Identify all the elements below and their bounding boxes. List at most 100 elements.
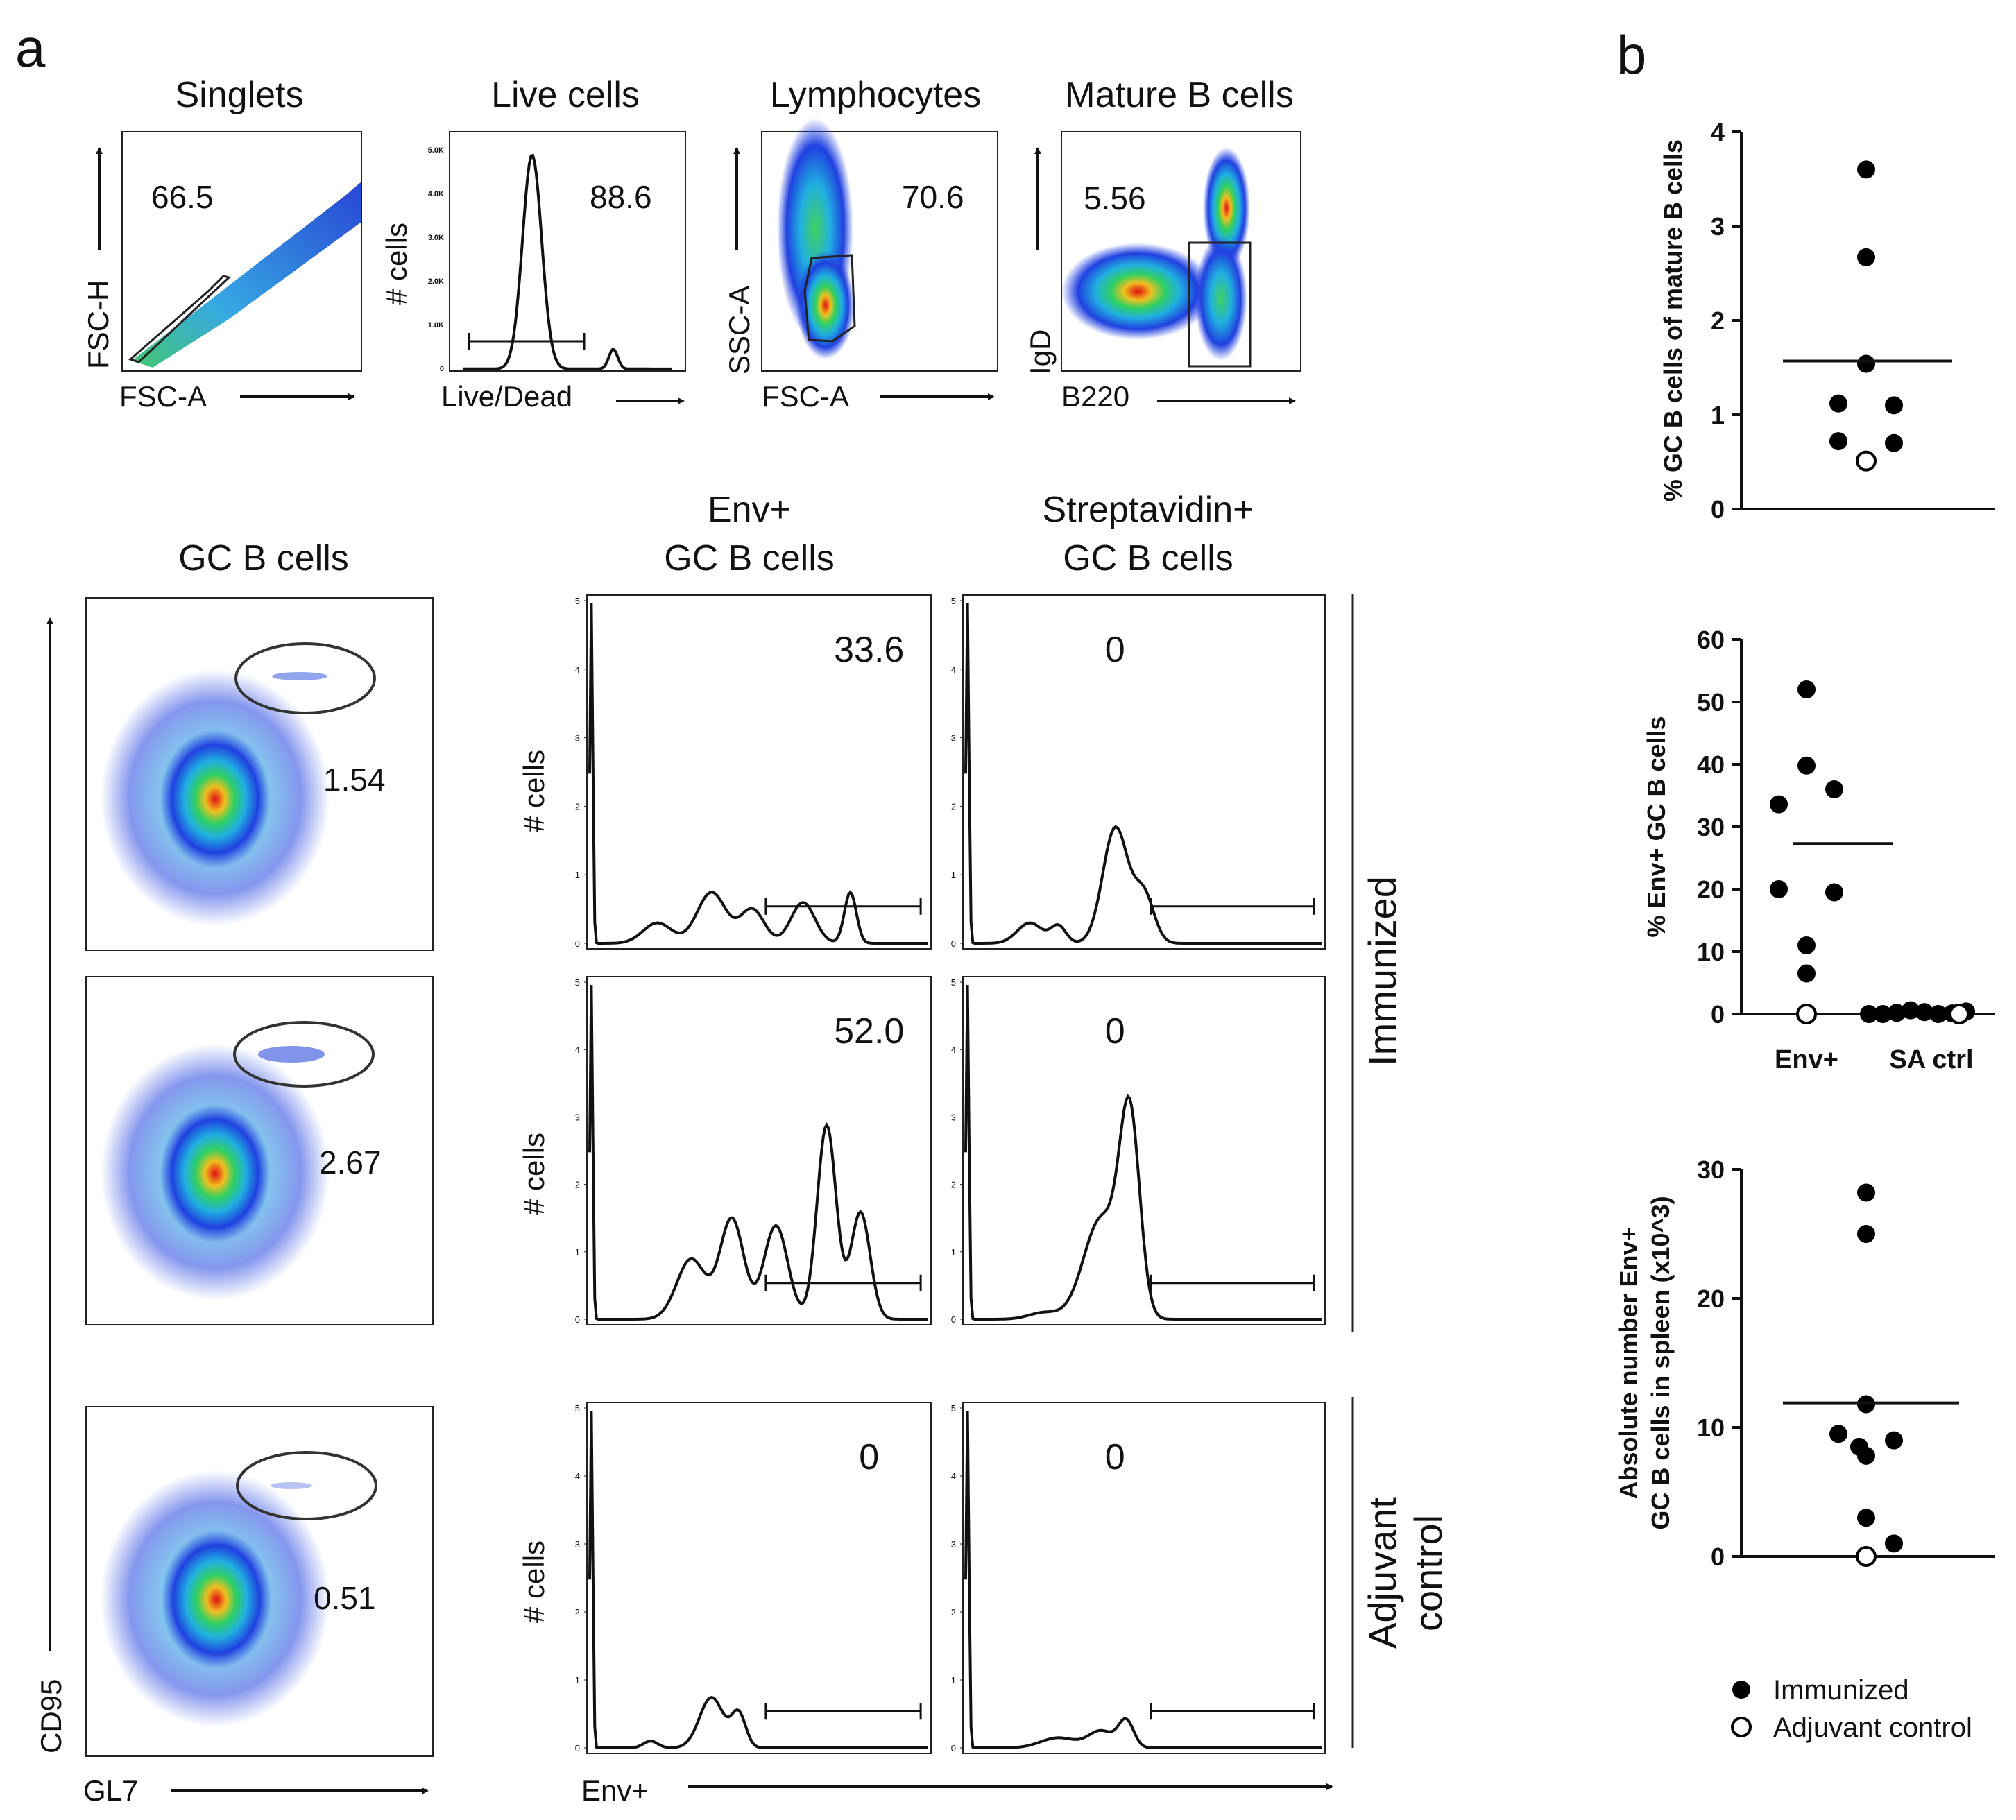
hist-y-tick: 2 (575, 1180, 580, 1190)
hist-y-tick: 2 (575, 1607, 580, 1617)
gc-2-density (160, 1104, 271, 1243)
hist-y-tick: 2 (575, 801, 580, 812)
point-sa-adjuvant (1949, 1004, 1970, 1024)
live-percent: 88.6 (590, 179, 652, 215)
live-histogram-curve (463, 153, 672, 370)
gc-3-gate (236, 1451, 377, 1520)
y-tick-label: 10 (1697, 1414, 1725, 1442)
hist-y-tick: 4 (951, 664, 956, 675)
hist-frame-r3-c2 (962, 1402, 1326, 1754)
point-immunized (1885, 1431, 1903, 1450)
hist-3-y-label: # cells (518, 1540, 550, 1623)
gc-2-percent: 2.67 (319, 1144, 382, 1181)
y-tick-label: 4 (1711, 118, 1725, 146)
mature-x-label: B220 (1061, 380, 1129, 413)
y-tick-label: 40 (1697, 750, 1725, 779)
gc-x-label: GL7 (83, 1774, 138, 1807)
point-env-immunized (1770, 795, 1788, 814)
legend-immunized-label: Immunized (1773, 1675, 1909, 1706)
legend-adjuvant-label: Adjuvant control (1773, 1712, 1972, 1743)
y-tick-label: 50 (1697, 688, 1725, 716)
point-sa-immunized (1929, 1005, 1947, 1023)
env-percent-r3: 0 (859, 1437, 879, 1477)
hist-y-tick: 3 (951, 733, 956, 744)
sa-percent-r1: 0 (1105, 630, 1125, 670)
live-plot-frame (449, 131, 686, 372)
hist-y-tick: 2 (951, 1607, 956, 1617)
gc-3-gate-events (271, 1482, 312, 1489)
y-tick-label: 3 (1711, 212, 1725, 241)
point-immunized (1829, 1425, 1847, 1443)
y-tick-label: 30 (1697, 1156, 1725, 1184)
hist-y-tick: 4 (951, 1471, 956, 1482)
point-env-immunized (1797, 936, 1816, 954)
gc-plot-2: 2.67 (85, 976, 434, 1325)
y-tick-label: 20 (1697, 1285, 1725, 1313)
lymph-y-label: SSC-A (723, 286, 755, 375)
hist-y-tick: 1 (575, 1675, 580, 1685)
hist-frame-r1-c2 (962, 594, 1326, 950)
adjuvant-label-2: control (1406, 1515, 1450, 1631)
category-label: SA ctrl (1889, 1045, 1973, 1074)
hist-y-tick: 0 (951, 1743, 956, 1753)
sa-percent-r2: 0 (1105, 1011, 1125, 1051)
point-adjuvant (1856, 450, 1877, 472)
hist-y-tick: 0 (951, 1314, 956, 1325)
live-y-tick-label: 5.0K (428, 146, 444, 155)
env-percent-r1: 33.6 (834, 630, 904, 670)
live-y-label: # cells (380, 223, 413, 305)
mature-density-left (1061, 243, 1214, 340)
point-env-immunized (1797, 680, 1816, 698)
hist-y-tick: 0 (951, 938, 956, 949)
panel-label-a: a (15, 17, 46, 78)
hist-y-tick: 3 (575, 1112, 580, 1122)
hist-y-tick: 5 (575, 1403, 580, 1414)
point-env-immunized (1770, 880, 1788, 898)
sa-col-title-2: GC B cells (1063, 538, 1233, 578)
point-immunized (1885, 396, 1903, 415)
live-y-tick-label: 0 (440, 365, 444, 373)
point-immunized (1857, 248, 1875, 266)
gc-3-percent: 0.51 (314, 1580, 376, 1616)
hist-frame-r3-c1 (586, 1402, 932, 1754)
point-immunized (1829, 394, 1847, 413)
hist-frame-r1-c1 (586, 594, 932, 950)
singlets-percent: 66.5 (151, 179, 214, 215)
category-label: Env+ (1775, 1045, 1838, 1074)
env-col-title-2: GC B cells (664, 538, 835, 578)
gc-3-density (161, 1530, 272, 1669)
hist-frame-r2-c2 (962, 976, 1326, 1325)
hist-y-tick: 0 (575, 1314, 580, 1325)
hist-x-label: Env+ (581, 1774, 649, 1807)
y-tick-label: 10 (1697, 938, 1725, 966)
hist-y-tick: 1 (951, 1675, 956, 1685)
y-tick-label: 0 (1711, 1543, 1725, 1571)
gc-title: GC B cells (178, 538, 349, 578)
point-immunized (1857, 1446, 1875, 1465)
gc-1-gate-events (272, 672, 327, 680)
hist-curve (588, 1410, 928, 1749)
point-sa-immunized (1888, 1004, 1906, 1022)
singlets-y-label: FSC-H (82, 280, 114, 369)
mature-density-bottom (1195, 236, 1247, 361)
point-env-immunized (1797, 756, 1816, 775)
point-sa-immunized (1860, 1005, 1878, 1023)
hist-y-tick: 3 (575, 733, 580, 744)
mature-gate (1188, 241, 1252, 368)
y-tick-label: 0 (1711, 1000, 1725, 1029)
gc-2-gate (233, 1021, 375, 1088)
histogram-grid: 5 4 3 2 1 0 33.6 5 4 3 2 1 0 0 5 4 3 2 1 0 52.0 5 4 3 2 1 0 0 5 4 3 2 1 0… (575, 594, 1326, 1754)
gating-title-mature: Mature B cells (1065, 75, 1293, 115)
point-immunized (1829, 432, 1847, 451)
live-y-tick-label: 3.0K (428, 234, 444, 242)
gating-title-singlets: Singlets (176, 75, 304, 115)
hist-y-tick: 5 (951, 1403, 956, 1414)
legend-immunized-marker (1732, 1681, 1750, 1699)
mature-y-label: IgD (1024, 329, 1057, 375)
hist-y-tick: 4 (951, 1045, 956, 1055)
hist-y-tick: 1 (575, 1247, 580, 1257)
point-adjuvant (1856, 1546, 1877, 1567)
hist-y-tick: 1 (951, 870, 956, 880)
sa-col-title-1: Streptavidin+ (1043, 490, 1254, 530)
point-sa-immunized (1902, 1001, 1920, 1020)
